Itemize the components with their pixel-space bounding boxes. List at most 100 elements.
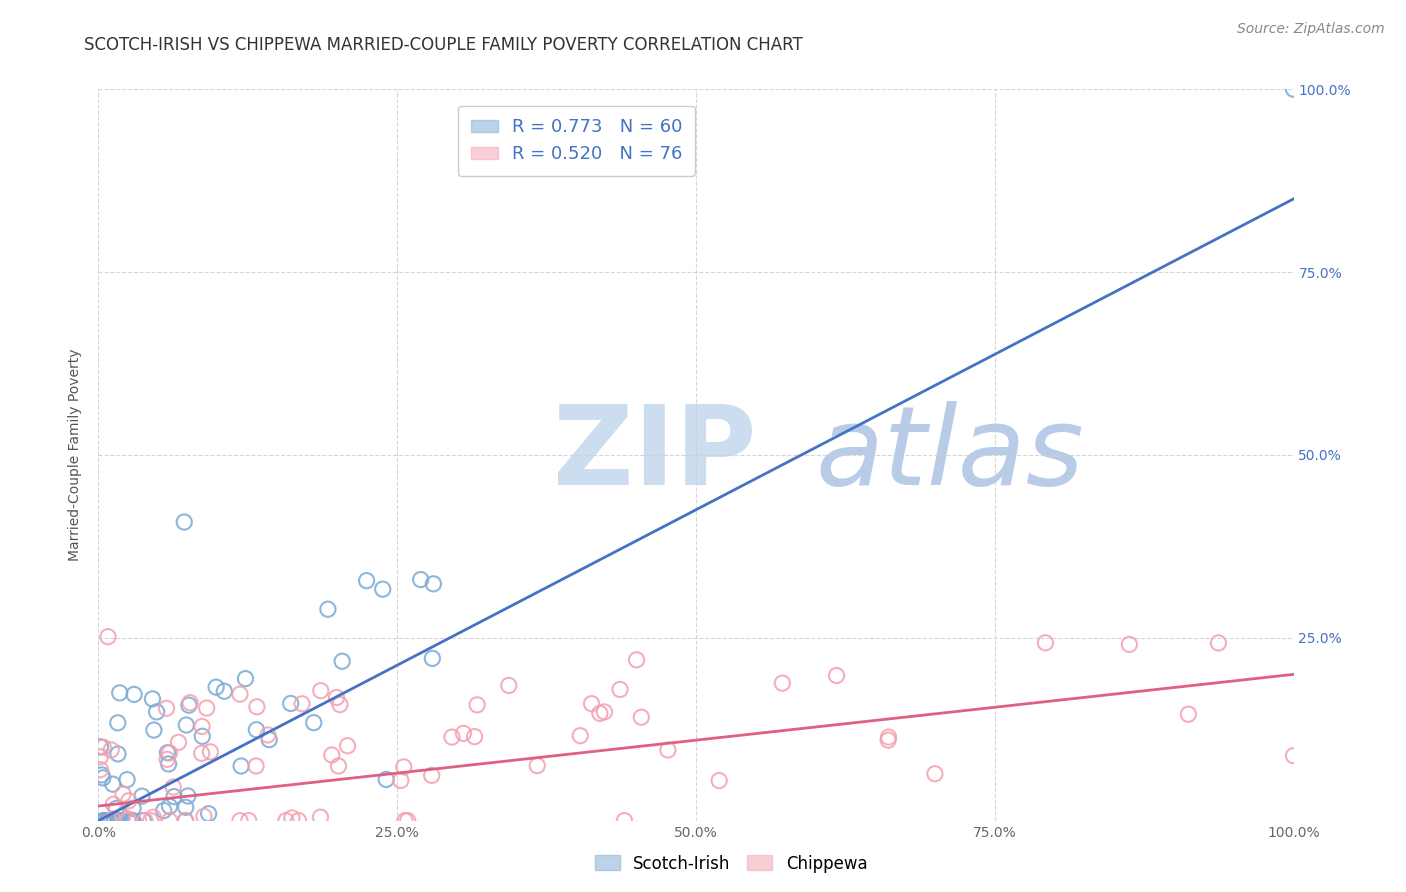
Point: [110, 814, 132, 828]
Point: [245, 723, 267, 737]
Point: [440, 730, 463, 744]
Point: [89, 763, 111, 777]
Point: [205, 680, 228, 694]
Legend: R = 0.773   N = 60, R = 0.520   N = 76: R = 0.773 N = 60, R = 0.520 N = 76: [458, 105, 695, 176]
Point: [200, 745, 222, 759]
Point: [96, 814, 118, 828]
Point: [336, 739, 359, 753]
Point: [100, 814, 122, 828]
Point: [122, 687, 145, 701]
Point: [291, 697, 314, 711]
Point: [156, 746, 179, 760]
Point: [1282, 748, 1305, 763]
Point: [707, 773, 730, 788]
Point: [316, 602, 339, 616]
Point: [104, 814, 127, 828]
Point: [107, 814, 129, 828]
Point: [924, 766, 946, 780]
Point: [159, 814, 181, 828]
Point: [157, 756, 180, 771]
Point: [117, 812, 139, 826]
Point: [229, 759, 252, 773]
Point: [122, 801, 145, 815]
Text: atlas: atlas: [815, 401, 1084, 508]
Point: [163, 789, 186, 804]
Point: [593, 705, 616, 719]
Point: [108, 686, 131, 700]
Point: [256, 728, 278, 742]
Point: [422, 577, 444, 591]
Point: [325, 690, 347, 705]
Point: [1208, 636, 1230, 650]
Point: [257, 732, 280, 747]
Point: [108, 814, 131, 828]
Point: [191, 729, 214, 743]
Point: [134, 814, 156, 828]
Point: [214, 684, 236, 698]
Point: [1177, 707, 1199, 722]
Point: [657, 743, 679, 757]
Point: [131, 789, 153, 804]
Point: [100, 743, 122, 757]
Point: [589, 706, 612, 721]
Point: [195, 701, 218, 715]
Point: [111, 809, 134, 823]
Point: [245, 759, 267, 773]
Point: [330, 654, 353, 668]
Point: [174, 800, 197, 814]
Point: [280, 697, 302, 711]
Point: [101, 812, 124, 826]
Point: [159, 746, 181, 760]
Point: [142, 810, 165, 824]
Point: [281, 811, 304, 825]
Point: [105, 801, 128, 815]
Point: [1282, 82, 1305, 96]
Point: [238, 814, 260, 828]
Y-axis label: Married-Couple Family Poverty: Married-Couple Family Poverty: [69, 349, 83, 561]
Point: [609, 682, 631, 697]
Point: [422, 651, 444, 665]
Point: [167, 735, 190, 749]
Point: [877, 730, 900, 744]
Point: [91, 740, 114, 755]
Point: [122, 814, 145, 828]
Point: [193, 809, 215, 823]
Point: [274, 814, 297, 828]
Point: [107, 715, 129, 730]
Point: [156, 752, 179, 766]
Point: [626, 653, 648, 667]
Point: [93, 814, 115, 828]
Point: [396, 814, 419, 828]
Point: [309, 683, 332, 698]
Point: [141, 692, 163, 706]
Point: [155, 701, 177, 715]
Point: [375, 772, 398, 787]
Point: [152, 804, 174, 818]
Point: [394, 814, 416, 828]
Point: [118, 794, 141, 808]
Point: [174, 814, 197, 828]
Point: [94, 814, 117, 828]
Legend: Scotch-Irish, Chippewa: Scotch-Irish, Chippewa: [588, 848, 875, 880]
Point: [464, 730, 486, 744]
Point: [97, 814, 120, 828]
Point: [287, 814, 309, 828]
Point: [356, 574, 378, 588]
Point: [321, 747, 343, 762]
Point: [91, 771, 114, 785]
Point: [420, 768, 443, 782]
Point: [191, 719, 214, 733]
Point: [877, 733, 900, 747]
Point: [825, 668, 848, 682]
Point: [101, 777, 124, 791]
Point: [770, 676, 793, 690]
Text: Source: ZipAtlas.com: Source: ZipAtlas.com: [1237, 22, 1385, 37]
Point: [103, 797, 125, 812]
Point: [139, 814, 162, 828]
Point: [229, 814, 252, 828]
Text: SCOTCH-IRISH VS CHIPPEWA MARRIED-COUPLE FAMILY POVERTY CORRELATION CHART: SCOTCH-IRISH VS CHIPPEWA MARRIED-COUPLE …: [84, 36, 803, 54]
Point: [91, 814, 114, 828]
Point: [498, 678, 520, 692]
Point: [1035, 636, 1057, 650]
Point: [526, 758, 548, 772]
